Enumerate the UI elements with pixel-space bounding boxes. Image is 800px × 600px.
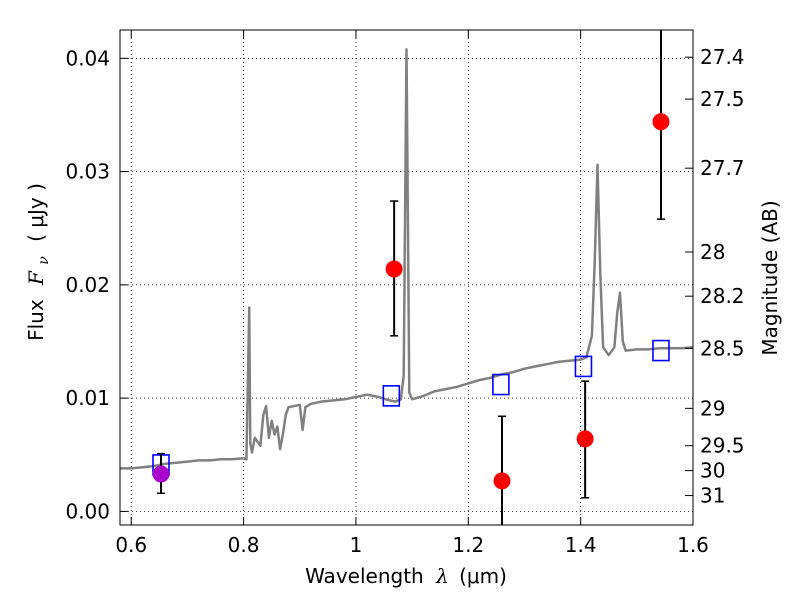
spectrum-line [120,48,693,470]
x-axis-title-symbol: λ [435,564,449,588]
x-axis-title-unit: (μm) [459,564,507,588]
mag-tick-label: 31 [700,484,725,508]
mag-tick-label: 28 [700,240,725,264]
mag-tick-label: 27.7 [700,156,745,180]
photometry-point [152,465,170,483]
x-tick-label: 1.2 [452,533,484,557]
mag-tick-label: 28.5 [700,336,745,360]
y-tick-label: 0.01 [65,386,110,410]
model-band-square [382,385,401,407]
x-axis-title: Wavelength λ (μm) [305,564,507,588]
x-tick-label: 1 [350,533,363,557]
plot-area [120,30,693,525]
y-tick-label: 0.03 [65,160,110,184]
x-axis-title-prefix: Wavelength [305,564,424,588]
y-axis-title-subscript: ν [36,256,52,265]
x-tick-label: 0.8 [228,533,260,557]
photometry-point [576,430,594,448]
y-axis-title-symbol: F [24,270,48,286]
model-band-square [574,355,593,378]
y-axis-title-prefix: Flux [24,299,48,341]
plot-frame [119,29,694,526]
y-axis-title-unit: ( μJy ) [24,183,48,242]
y-tick-label: 0.02 [65,273,110,297]
mag-tick-label: 29.5 [700,434,745,458]
photometry-point [493,472,511,490]
mag-tick-label: 27.5 [700,87,745,111]
x-tick-label: 1.6 [677,533,709,557]
model-band-square [652,339,670,362]
axes: 0.6 0.8 1 1.2 1.4 1.6 0.00 0.01 0.02 0.03 0.04 27.4… [65,30,745,557]
model-band-square [492,373,510,396]
photometry-point [652,113,670,131]
mag-tick-label: 30 [700,459,725,483]
x-tick-label: 1.4 [565,533,597,557]
x-tick-label: 0.6 [115,533,147,557]
y2-axis-title: Magnitude (AB) [758,200,782,355]
mag-tick-label: 28.2 [700,284,745,308]
mag-tick-label: 29 [700,396,725,420]
y-tick-label: 0.00 [65,499,110,523]
y-tick-label: 0.04 [65,46,110,70]
mag-tick-label: 27.4 [700,45,745,69]
photometry-point [385,260,403,278]
y-axis-title: Flux F ν ( μJy ) [24,183,53,341]
